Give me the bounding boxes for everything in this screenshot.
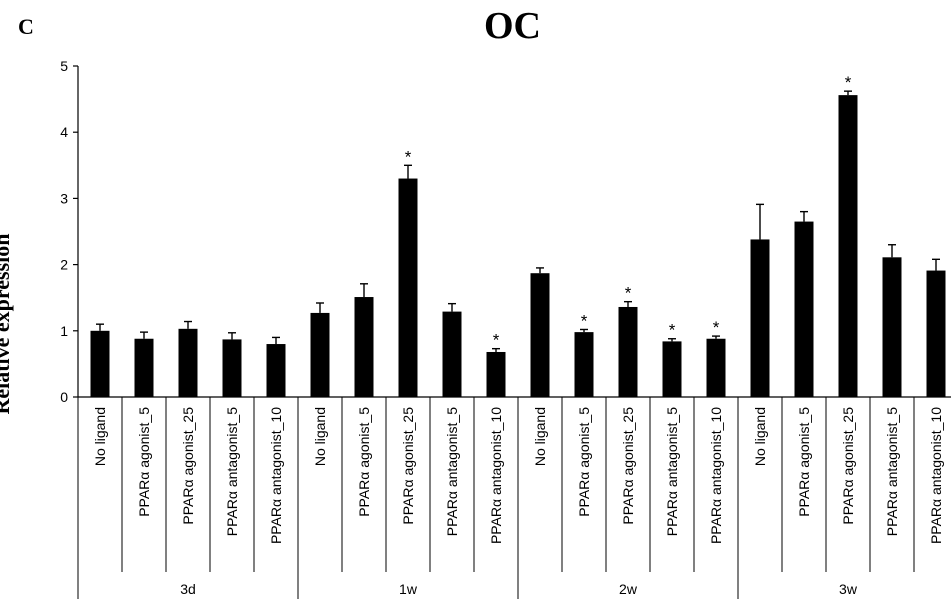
panel-letter: C: [18, 14, 34, 39]
x-tick-label: PPARα antagonist_10: [488, 407, 504, 544]
x-tick-label: PPARα agonist_5: [136, 407, 152, 517]
x-tick-label: PPARα antagonist_10: [928, 407, 944, 544]
bar: [90, 330, 110, 397]
x-group-label: 3w: [839, 581, 858, 597]
bar: [354, 297, 374, 397]
bar: [442, 311, 462, 397]
bar: [134, 338, 154, 397]
bar: [838, 95, 858, 398]
x-tick-label: PPARα agonist_25: [840, 407, 856, 525]
bar: [662, 341, 682, 397]
x-tick-label: PPARα agonist_5: [576, 407, 592, 517]
bar: [794, 221, 814, 397]
bar: [486, 351, 506, 397]
x-tick-label: PPARα agonist_25: [620, 407, 636, 525]
x-tick-label: PPARα antagonist_10: [708, 407, 724, 544]
x-group-label: 2w: [619, 581, 638, 597]
y-tick-label: 3: [60, 190, 68, 206]
bar: [706, 338, 726, 397]
bar: [882, 257, 902, 397]
bar: [750, 239, 770, 397]
y-tick-label: 1: [60, 323, 68, 339]
significance-marker: *: [669, 321, 676, 340]
significance-marker: *: [625, 284, 632, 303]
y-tick-label: 2: [60, 257, 68, 273]
y-tick-label: 0: [60, 389, 68, 405]
x-tick-label: No ligand: [752, 407, 768, 466]
x-tick-label: PPARα antagonist_5: [884, 407, 900, 536]
significance-marker: *: [845, 73, 852, 92]
chart-title: OC: [484, 5, 541, 47]
x-tick-label: PPARα agonist_25: [400, 407, 416, 525]
y-tick-label: 5: [60, 58, 68, 74]
x-tick-label: PPARα antagonist_5: [224, 407, 240, 536]
x-tick-label: PPARα antagonist_5: [444, 407, 460, 536]
significance-marker: *: [405, 147, 412, 166]
bar: [310, 312, 330, 397]
x-tick-label: PPARα antagonist_5: [664, 407, 680, 536]
bar: [530, 273, 550, 397]
x-group-label: 1w: [399, 581, 418, 597]
bar: [266, 344, 286, 397]
x-tick-label: No ligand: [92, 407, 108, 466]
bar: [618, 306, 638, 397]
bar: [178, 328, 198, 397]
significance-marker: *: [493, 331, 500, 350]
x-tick-label: PPARα agonist_5: [796, 407, 812, 517]
bar: [574, 332, 594, 397]
x-tick-label: PPARα antagonist_10: [268, 407, 284, 544]
significance-marker: *: [713, 318, 720, 337]
x-tick-label: PPARα agonist_25: [180, 407, 196, 525]
x-group-label: 3d: [180, 581, 196, 597]
x-tick-label: No ligand: [532, 407, 548, 466]
bar: [398, 178, 418, 397]
x-tick-label: No ligand: [312, 407, 328, 466]
bar: [222, 339, 242, 397]
y-tick-label: 4: [60, 124, 68, 140]
bar: [926, 270, 946, 397]
x-tick-label: PPARα agonist_5: [356, 407, 372, 517]
significance-marker: *: [581, 311, 588, 330]
